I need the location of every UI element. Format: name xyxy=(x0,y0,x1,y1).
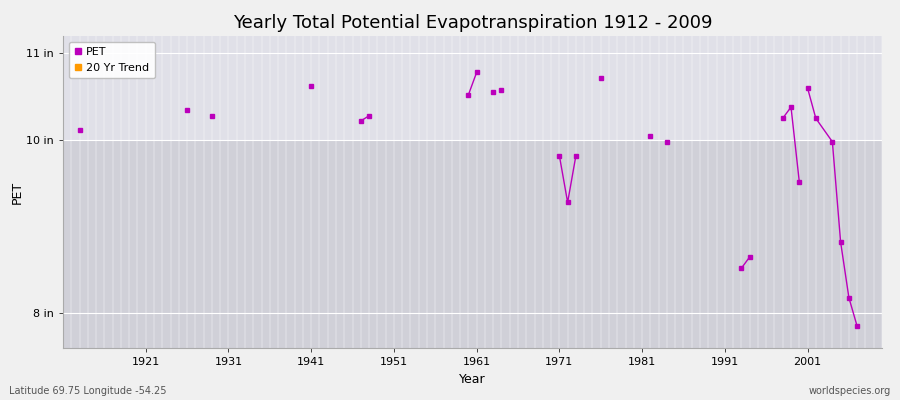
Bar xyxy=(63,36,882,140)
Text: Latitude 69.75 Longitude -54.25: Latitude 69.75 Longitude -54.25 xyxy=(9,386,166,396)
Text: worldspecies.org: worldspecies.org xyxy=(809,386,891,396)
X-axis label: Year: Year xyxy=(459,372,486,386)
Y-axis label: PET: PET xyxy=(11,180,23,204)
Title: Yearly Total Potential Evapotranspiration 1912 - 2009: Yearly Total Potential Evapotranspiratio… xyxy=(233,14,712,32)
Bar xyxy=(63,140,882,348)
Legend: PET, 20 Yr Trend: PET, 20 Yr Trend xyxy=(68,42,155,78)
